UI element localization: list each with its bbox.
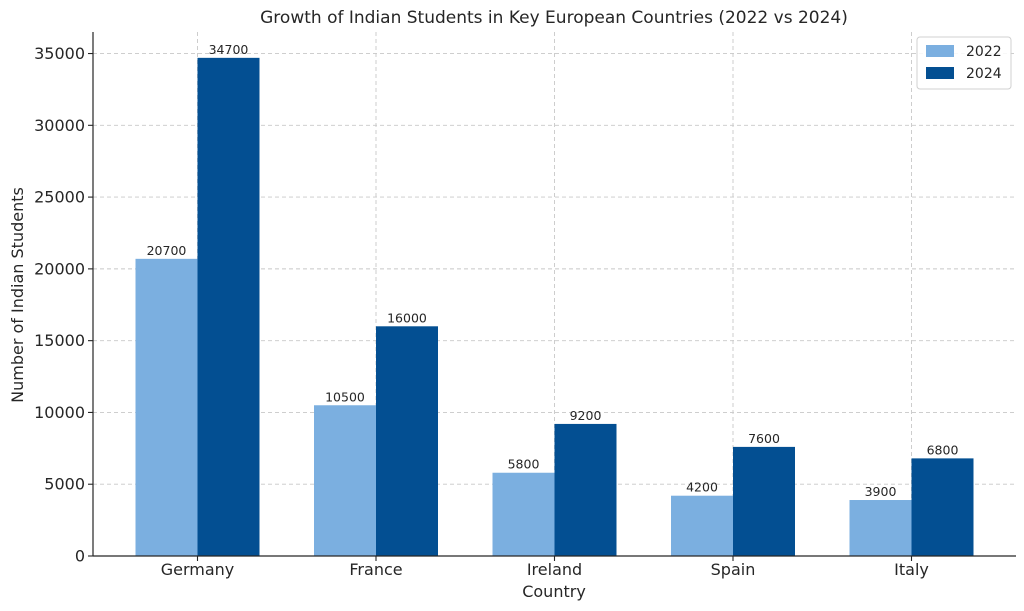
bar-italy-2022: [849, 500, 912, 556]
y-tick-label-35000: 35000: [34, 44, 85, 63]
x-tick-label-italy: Italy: [894, 560, 929, 579]
x-axis-label: Country: [522, 582, 586, 601]
legend-label-2022: 2022: [966, 44, 1002, 60]
y-tick-label-15000: 15000: [34, 331, 85, 350]
y-axis-label: Number of Indian Students: [8, 187, 27, 403]
legend: 2022 2024: [916, 36, 1012, 90]
bars: [135, 57, 974, 556]
y-axis-ticks: 0 5000 10000 15000 20000 25000 30000 35000: [34, 44, 93, 566]
data-label-italy-2024: 6800: [927, 442, 959, 457]
bar-france-2022: [314, 405, 376, 556]
data-label-ireland-2024: 9200: [570, 408, 602, 423]
x-tick-label-germany: Germany: [161, 560, 235, 579]
bar-ireland-2022: [492, 472, 555, 556]
y-tick-label-30000: 30000: [34, 116, 85, 135]
legend-label-2024: 2024: [966, 66, 1002, 82]
y-tick-label-0: 0: [75, 547, 85, 566]
chart-title: Growth of Indian Students in Key Europea…: [260, 8, 848, 28]
data-label-italy-2022: 3900: [865, 484, 897, 499]
x-tick-label-ireland: Ireland: [527, 560, 582, 579]
legend-swatch-2024: [926, 67, 954, 79]
y-tick-label-5000: 5000: [44, 475, 85, 494]
legend-swatch-2022: [926, 45, 954, 57]
bar-germany-2022: [135, 258, 198, 556]
bar-spain-2022: [671, 495, 733, 556]
bar-france-2024: [376, 326, 438, 556]
data-label-ireland-2022: 5800: [508, 457, 540, 472]
bar-ireland-2024: [554, 423, 617, 556]
data-label-germany-2024: 34700: [209, 42, 249, 57]
x-tick-label-france: France: [349, 560, 402, 579]
y-tick-label-25000: 25000: [34, 188, 85, 207]
data-label-france-2022: 10500: [325, 389, 365, 404]
data-label-spain-2022: 4200: [686, 480, 718, 495]
x-axis-ticks: Germany France Ireland Spain Italy: [161, 556, 929, 579]
y-tick-label-20000: 20000: [34, 259, 85, 278]
bar-germany-2024: [197, 57, 260, 556]
bar-spain-2024: [733, 446, 795, 556]
y-tick-label-10000: 10000: [34, 403, 85, 422]
data-labels: 20700 34700 10500 16000 5800 9200 4200 7600 3900…: [147, 42, 959, 499]
data-label-france-2024: 16000: [387, 310, 427, 325]
x-tick-label-spain: Spain: [711, 560, 756, 579]
bar-italy-2024: [911, 458, 974, 556]
data-label-germany-2022: 20700: [147, 243, 187, 258]
data-label-spain-2024: 7600: [748, 431, 780, 446]
